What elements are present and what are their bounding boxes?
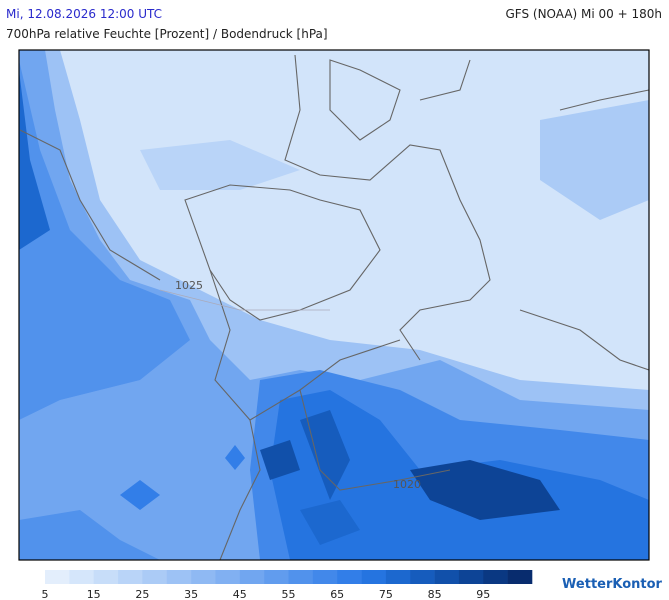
map: 1025 1020 (18, 49, 650, 561)
legend-label: 75 (379, 588, 393, 600)
isobar-label: 1020 (393, 478, 421, 491)
legend-label: 25 (135, 588, 149, 600)
legend-label: 15 (87, 588, 101, 600)
legend-label: 45 (233, 588, 247, 600)
legend-swatch (385, 570, 411, 584)
legend-label: 5 (42, 588, 49, 600)
legend-swatch (410, 570, 435, 584)
legend-swatch (142, 570, 168, 584)
legend-label: 65 (330, 588, 344, 600)
legend-swatch (458, 570, 484, 584)
legend-swatch (312, 570, 338, 584)
legend-swatch (507, 570, 533, 584)
legend-label: 35 (184, 588, 198, 600)
legend-swatch (434, 570, 460, 584)
legend-swatch (239, 570, 265, 584)
legend-swatch (93, 570, 119, 584)
brand: WetterKontor (562, 577, 663, 592)
subtitle: 700hPa relative Feuchte [Prozent] / Bode… (6, 27, 328, 41)
legend-swatch (45, 570, 70, 584)
legend-swatch (215, 570, 241, 584)
legend-swatch (483, 570, 508, 584)
legend-swatch (118, 570, 143, 584)
legend-swatch (361, 570, 387, 584)
legend-swatch (166, 570, 192, 584)
legend-swatch (69, 570, 94, 584)
legend-swatch (191, 570, 216, 584)
legend-swatch (288, 570, 314, 584)
model-run: GFS (NOAA) Mi 00 + 180h (505, 7, 662, 21)
legend-swatch (337, 570, 362, 584)
legend-label: 85 (428, 588, 442, 600)
isobar-label: 1025 (175, 279, 203, 292)
legend-label: 95 (476, 588, 490, 600)
legend-swatch (264, 570, 289, 584)
datetime: Mi, 12.08.2026 12:00 UTC (6, 7, 162, 21)
legend: 5 15 25 35 45 55 65 75 85 95 (42, 570, 533, 600)
legend-label: 55 (282, 588, 296, 600)
